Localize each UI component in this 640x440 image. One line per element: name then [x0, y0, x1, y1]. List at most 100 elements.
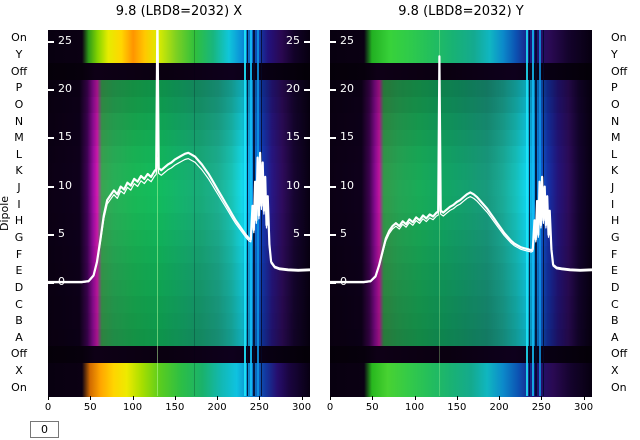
x-tick — [301, 396, 303, 400]
scale-tick-label: 0 — [58, 275, 65, 288]
row-label: D — [14, 280, 24, 294]
scale-tick-label: 25 — [58, 33, 72, 47]
x-tick — [541, 396, 543, 400]
x-tick — [48, 396, 49, 400]
row-label: G — [14, 230, 24, 244]
row-label: P — [15, 81, 23, 95]
x-tick — [372, 396, 374, 400]
heatmap-stripe — [439, 30, 441, 396]
row-label: A — [611, 330, 619, 344]
counter-box[interactable]: 0 — [30, 421, 59, 438]
scale-tick — [330, 185, 336, 188]
heatmap-stripe — [261, 30, 263, 396]
x-tick-label: 50 — [83, 402, 97, 413]
panel-x-plot[interactable]: 25 20 15 10 5 0 25 20 15 10 5 — [48, 13, 311, 397]
x-tick — [217, 396, 219, 400]
row-label: M — [14, 131, 24, 145]
row-label: N — [611, 114, 620, 128]
row-label: Off — [611, 347, 628, 361]
x-tick — [330, 396, 331, 400]
x-tick-label: 150 — [165, 402, 185, 413]
row-label: D — [611, 280, 620, 294]
row-label: P — [611, 81, 618, 95]
row-label: Off — [10, 347, 28, 361]
row-label: M — [611, 131, 621, 145]
x-tick — [456, 396, 458, 400]
x-tick-label: 100 — [122, 402, 143, 413]
heatmap-band-bright_bottom — [48, 362, 310, 397]
heatmap-stripe — [246, 30, 249, 396]
heatmap-band-bright_top — [330, 30, 592, 64]
scale-tick — [330, 40, 336, 43]
row-label: O — [14, 97, 24, 111]
scale-tick — [48, 137, 54, 140]
row-label: X — [611, 364, 619, 378]
x-tick — [583, 396, 585, 400]
row-label: On — [11, 380, 27, 394]
panel-y-plot[interactable]: 25 20 15 10 5 0 — [330, 30, 593, 397]
row-label: Off — [611, 64, 628, 78]
row-label: C — [15, 297, 23, 311]
x-tick-label: 50 — [365, 402, 379, 413]
scale-tick — [48, 233, 54, 236]
x-tick-label: 0 — [326, 402, 334, 413]
x-tick-label: 250 — [531, 402, 551, 413]
row-label: I — [17, 197, 21, 211]
panel-x-title: 9.8 (LBD8=2032) X — [115, 4, 243, 19]
x-tick-label: 300 — [574, 402, 594, 413]
scale-tick-label: 5 — [293, 226, 300, 240]
heatmap-band-bright_top — [48, 30, 310, 64]
panel-y-axis: 0 50 100 150 200 250 300 — [327, 396, 593, 422]
scale-tick — [330, 137, 336, 140]
row-label: H — [14, 214, 24, 228]
heatmap-band-bright_bottom — [330, 362, 592, 397]
x-tick — [90, 396, 92, 400]
scale-tick-label: 20 — [286, 82, 300, 96]
row-label: L — [15, 147, 23, 161]
row-label: Off — [10, 64, 28, 78]
row-label: H — [611, 214, 620, 228]
row-label: F — [15, 247, 23, 261]
scale-tick-label: 15 — [286, 130, 300, 144]
scale-tick-label: 5 — [58, 226, 65, 240]
row-label: E — [611, 264, 618, 278]
x-tick-label: 0 — [44, 402, 52, 413]
row-label: N — [14, 114, 24, 128]
row-label: J — [611, 181, 615, 195]
row-label: On — [11, 31, 27, 45]
x-tick-label: 100 — [404, 402, 425, 413]
x-tick — [259, 396, 261, 400]
row-label: B — [611, 314, 619, 328]
scale-tick-label: 15 — [58, 130, 72, 144]
scale-tick-label: 5 — [340, 226, 347, 240]
scale-tick — [304, 185, 310, 188]
heatmap-stripe — [528, 30, 531, 396]
scale-tick — [48, 185, 54, 188]
row-label: K — [611, 164, 619, 178]
scale-tick-label: 0 — [340, 275, 347, 288]
row-label: X — [15, 364, 23, 378]
row-label: F — [611, 247, 618, 261]
row-label: K — [15, 164, 23, 178]
row-label: B — [15, 314, 23, 328]
scale-tick — [330, 89, 336, 92]
row-label: Y — [15, 47, 23, 61]
scale-tick-label: 10 — [58, 178, 72, 192]
heatmap-stripe — [532, 30, 535, 396]
row-label: On — [611, 380, 627, 394]
x-tick — [132, 396, 134, 400]
x-tick — [414, 396, 416, 400]
heatmap-stripe — [156, 30, 159, 396]
row-label: On — [611, 31, 627, 45]
row-label: L — [611, 147, 618, 161]
row-label: E — [15, 264, 23, 278]
row-label: A — [15, 330, 23, 344]
scale-tick — [304, 40, 310, 43]
scale-tick-label: 10 — [340, 178, 354, 192]
x-tick — [499, 396, 501, 400]
scale-tick-label: 15 — [340, 130, 354, 144]
panel-y: 9.8 (LBD8=2032) Y 25 20 15 10 5 0 0 50 100 150 20… — [327, 4, 593, 413]
row-label: G — [611, 230, 620, 244]
